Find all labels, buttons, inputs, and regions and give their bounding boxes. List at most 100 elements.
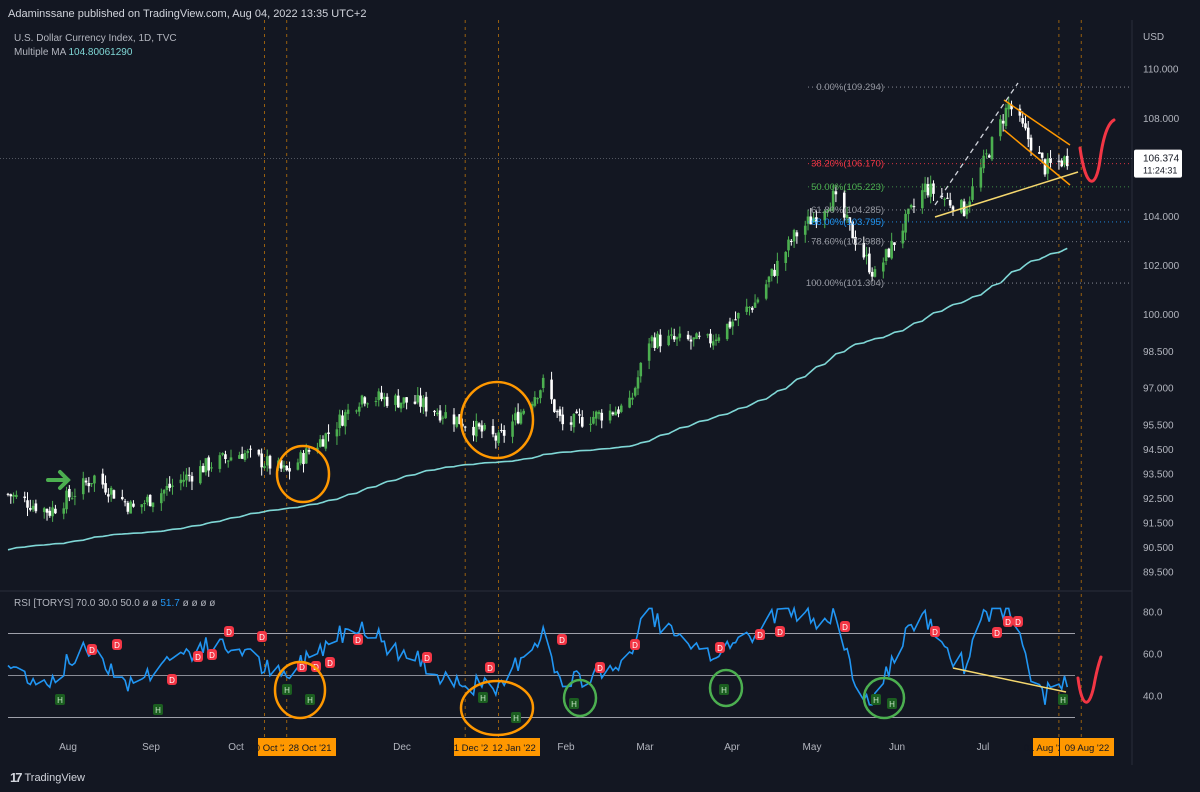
candle-body[interactable] — [851, 221, 854, 239]
candle-body[interactable] — [279, 460, 283, 469]
candle-body[interactable] — [221, 453, 224, 455]
candle-body[interactable] — [982, 155, 985, 169]
rsi-high-marker[interactable] — [87, 644, 97, 655]
candle-body[interactable] — [104, 483, 107, 493]
candle-body[interactable] — [171, 485, 174, 487]
moving-average-line[interactable] — [7, 247, 1068, 551]
candle-body[interactable] — [965, 208, 969, 215]
candle-body[interactable] — [107, 494, 110, 497]
candle-body[interactable] — [1063, 156, 1066, 165]
candle-body[interactable] — [433, 410, 436, 413]
candle-body[interactable] — [533, 397, 537, 406]
candle-body[interactable] — [600, 412, 604, 421]
candle-body[interactable] — [123, 501, 127, 503]
candle-body[interactable] — [190, 476, 194, 482]
candle-body[interactable] — [829, 208, 832, 212]
candle-body[interactable] — [541, 377, 545, 388]
candle-body[interactable] — [884, 249, 888, 261]
candle-body[interactable] — [971, 186, 974, 200]
candle-body[interactable] — [987, 155, 991, 158]
candle-body[interactable] — [146, 496, 149, 503]
candle-body[interactable] — [263, 466, 266, 469]
candle-body[interactable] — [45, 508, 49, 513]
rsi-low-marker[interactable] — [511, 712, 521, 723]
candle-body[interactable] — [502, 429, 506, 436]
candle-body[interactable] — [1021, 118, 1024, 124]
candle-body[interactable] — [475, 420, 478, 437]
rsi-high-marker[interactable] — [193, 651, 203, 662]
candle-body[interactable] — [831, 190, 835, 211]
candle-body[interactable] — [764, 284, 768, 299]
candle-body[interactable] — [438, 410, 442, 421]
candle-body[interactable] — [73, 495, 77, 497]
candle-body[interactable] — [946, 197, 949, 199]
candle-body[interactable] — [383, 396, 386, 400]
candle-body[interactable] — [282, 465, 286, 468]
candle-body[interactable] — [516, 411, 520, 424]
candle-body[interactable] — [1018, 108, 1022, 116]
candle-body[interactable] — [619, 405, 623, 412]
candle-body[interactable] — [940, 195, 944, 197]
candle-body[interactable] — [363, 397, 367, 404]
candle-body[interactable] — [204, 458, 208, 473]
candle-body[interactable] — [477, 423, 481, 427]
candle-body[interactable] — [558, 409, 562, 416]
candle-body[interactable] — [360, 395, 364, 405]
candle-body[interactable] — [179, 479, 183, 484]
candle-body[interactable] — [160, 493, 163, 504]
rsi-high-marker[interactable] — [1013, 616, 1023, 627]
candle-body[interactable] — [324, 433, 328, 449]
candle-body[interactable] — [614, 411, 617, 416]
candle-body[interactable] — [307, 450, 311, 452]
candle-body[interactable] — [327, 432, 330, 434]
candle-body[interactable] — [151, 502, 155, 508]
candle-body[interactable] — [951, 206, 955, 212]
rsi-high-marker[interactable] — [422, 652, 432, 663]
candle-body[interactable] — [187, 474, 191, 476]
candle-body[interactable] — [650, 336, 654, 342]
rsi-low-marker[interactable] — [719, 684, 729, 695]
rsi-low-marker[interactable] — [153, 704, 163, 715]
candle-body[interactable] — [1007, 102, 1011, 110]
ma-legend[interactable]: Multiple MA 104.80061290 — [14, 46, 177, 60]
candle-body[interactable] — [865, 254, 868, 257]
candle-body[interactable] — [695, 333, 698, 340]
rsi-high-marker[interactable] — [297, 661, 307, 672]
candle-body[interactable] — [1065, 155, 1069, 167]
candle-body[interactable] — [357, 406, 361, 412]
candle-body[interactable] — [444, 412, 447, 419]
candle-body[interactable] — [6, 493, 10, 495]
candle-body[interactable] — [848, 217, 852, 223]
footer-brand[interactable]: 17 TradingView — [10, 770, 85, 785]
candle-body[interactable] — [608, 410, 612, 421]
candle-body[interactable] — [834, 191, 838, 195]
rsi-low-marker[interactable] — [478, 692, 488, 703]
candle-body[interactable] — [678, 333, 682, 338]
candle-body[interactable] — [893, 242, 896, 245]
candle-body[interactable] — [112, 490, 116, 499]
candle-body[interactable] — [385, 396, 389, 406]
candle-body[interactable] — [374, 400, 378, 402]
candle-body[interactable] — [402, 397, 406, 404]
candle-body[interactable] — [81, 478, 85, 495]
rsi-high-marker[interactable] — [1003, 616, 1013, 627]
candle-body[interactable] — [578, 414, 581, 416]
rsi-high-marker[interactable] — [715, 642, 725, 653]
rsi-high-marker[interactable] — [840, 621, 850, 632]
candle-body[interactable] — [497, 432, 500, 444]
date-marker-box[interactable] — [488, 738, 540, 756]
candle-body[interactable] — [823, 211, 827, 221]
candle-body[interactable] — [511, 421, 514, 437]
candle-body[interactable] — [932, 183, 935, 194]
candle-body[interactable] — [792, 230, 796, 242]
candle-body[interactable] — [380, 392, 383, 400]
candle-body[interactable] — [296, 462, 300, 470]
candle-body[interactable] — [500, 430, 503, 432]
candle-body[interactable] — [672, 335, 676, 340]
rsi-high-marker[interactable] — [992, 627, 1002, 638]
candle-body[interactable] — [494, 435, 498, 441]
time-axis[interactable]: Aug Sep Oct Dec Feb Mar Apr May Jun Jul 20 Oct '21… — [59, 738, 1114, 756]
candle-body[interactable] — [658, 334, 662, 347]
candle-body[interactable] — [168, 483, 171, 488]
